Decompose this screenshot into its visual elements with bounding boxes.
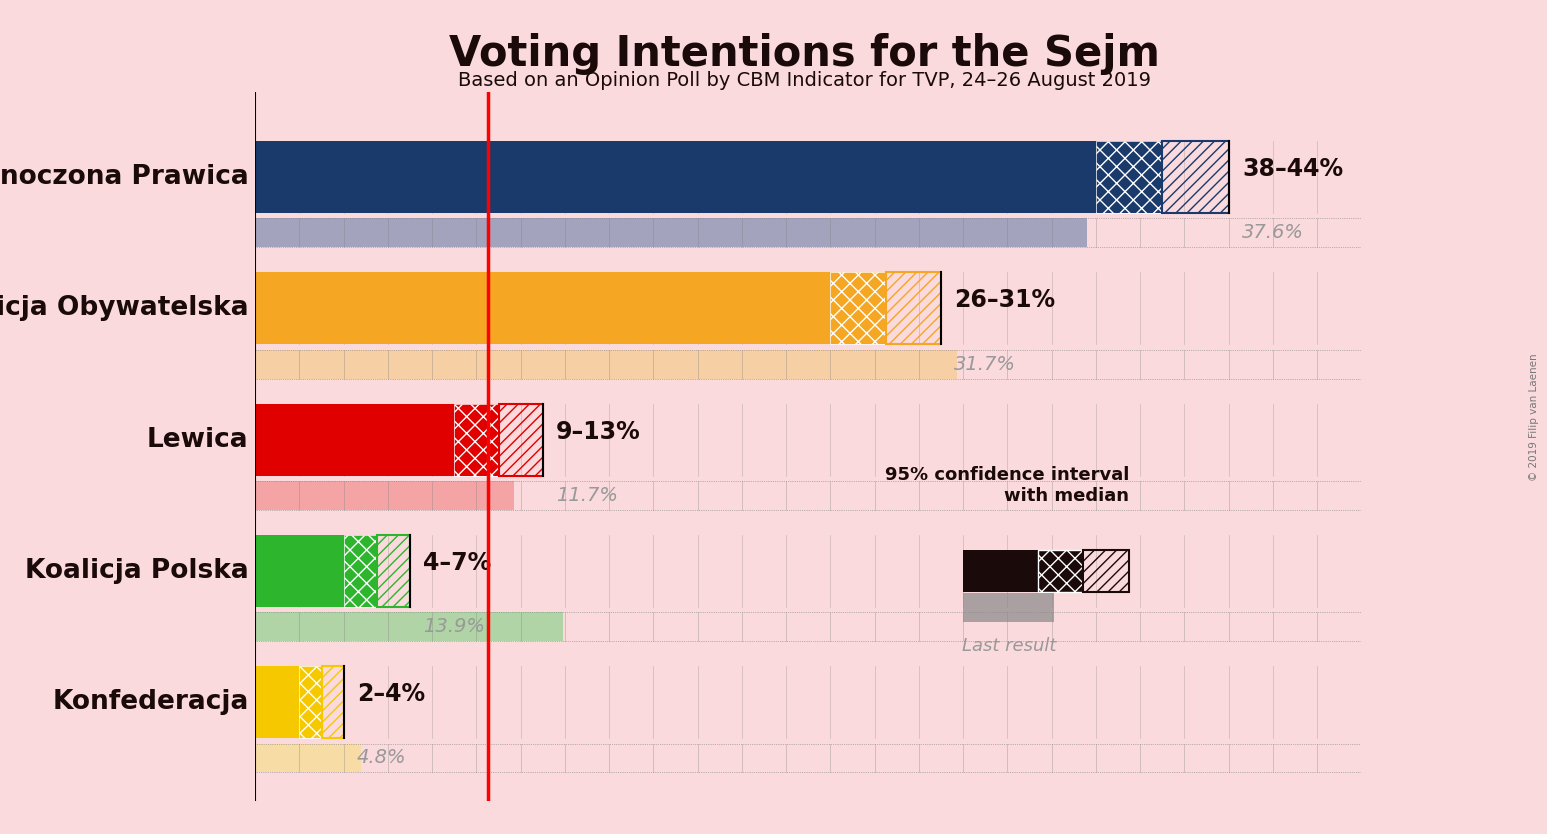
Bar (498, 404, 543, 475)
Text: 26–31%: 26–31% (954, 289, 1055, 313)
Bar (886, 272, 941, 344)
Bar (563, 612, 1361, 641)
Bar (455, 404, 498, 475)
Bar (1088, 219, 1361, 248)
Bar (343, 535, 377, 607)
Bar (1038, 550, 1083, 592)
Text: 13.9%: 13.9% (424, 617, 486, 636)
Bar (322, 666, 343, 738)
Bar (255, 349, 956, 379)
Bar (255, 141, 1228, 214)
Text: Based on an Opinion Poll by CBM Indicator for TVP, 24–26 August 2019: Based on an Opinion Poll by CBM Indicato… (458, 71, 1151, 90)
Bar (1095, 141, 1162, 214)
Bar (255, 666, 300, 738)
Text: Last result: Last result (962, 636, 1057, 655)
Bar (831, 272, 886, 344)
Bar (1083, 550, 1129, 592)
Bar (322, 666, 343, 738)
Bar (362, 744, 1361, 772)
Bar (377, 535, 410, 607)
Bar (255, 404, 543, 475)
Bar (1162, 141, 1228, 214)
Bar (255, 272, 941, 344)
Bar (956, 349, 1361, 379)
Bar (255, 481, 514, 510)
Bar (255, 744, 362, 772)
Text: 38–44%: 38–44% (1242, 157, 1343, 181)
Text: Konfederacja: Konfederacja (53, 689, 249, 716)
Text: 4–7%: 4–7% (424, 551, 492, 575)
Bar (964, 593, 1055, 622)
Bar (1095, 141, 1162, 214)
Bar (255, 219, 1088, 248)
Text: Koalicja Obywatelska: Koalicja Obywatelska (0, 295, 249, 321)
Bar (300, 666, 322, 738)
Text: 95% confidence interval
with median: 95% confidence interval with median (885, 466, 1129, 505)
Text: 4.8%: 4.8% (357, 748, 407, 767)
Text: Lewica: Lewica (147, 427, 249, 453)
Bar (964, 550, 1038, 592)
Text: 37.6%: 37.6% (1242, 224, 1304, 243)
Bar (255, 666, 343, 738)
Text: 2–4%: 2–4% (357, 682, 425, 706)
Bar (255, 612, 563, 641)
Bar (498, 404, 543, 475)
Bar (255, 535, 410, 607)
Text: Zjednoczona Prawica: Zjednoczona Prawica (0, 164, 249, 190)
Bar (377, 535, 410, 607)
Text: 31.7%: 31.7% (954, 354, 1016, 374)
Bar (343, 535, 377, 607)
Text: © 2019 Filip van Laenen: © 2019 Filip van Laenen (1530, 353, 1539, 481)
Text: Koalicja Polska: Koalicja Polska (25, 558, 249, 584)
Bar (514, 481, 1361, 510)
Bar (255, 272, 831, 344)
Bar (455, 404, 498, 475)
Bar (255, 535, 343, 607)
Bar (886, 272, 941, 344)
Bar (1162, 141, 1228, 214)
Bar (255, 141, 1095, 214)
Bar (300, 666, 322, 738)
Text: 9–13%: 9–13% (555, 420, 640, 444)
Bar (831, 272, 886, 344)
Text: 11.7%: 11.7% (555, 486, 617, 505)
Bar (255, 404, 455, 475)
Text: Voting Intentions for the Sejm: Voting Intentions for the Sejm (449, 33, 1160, 75)
